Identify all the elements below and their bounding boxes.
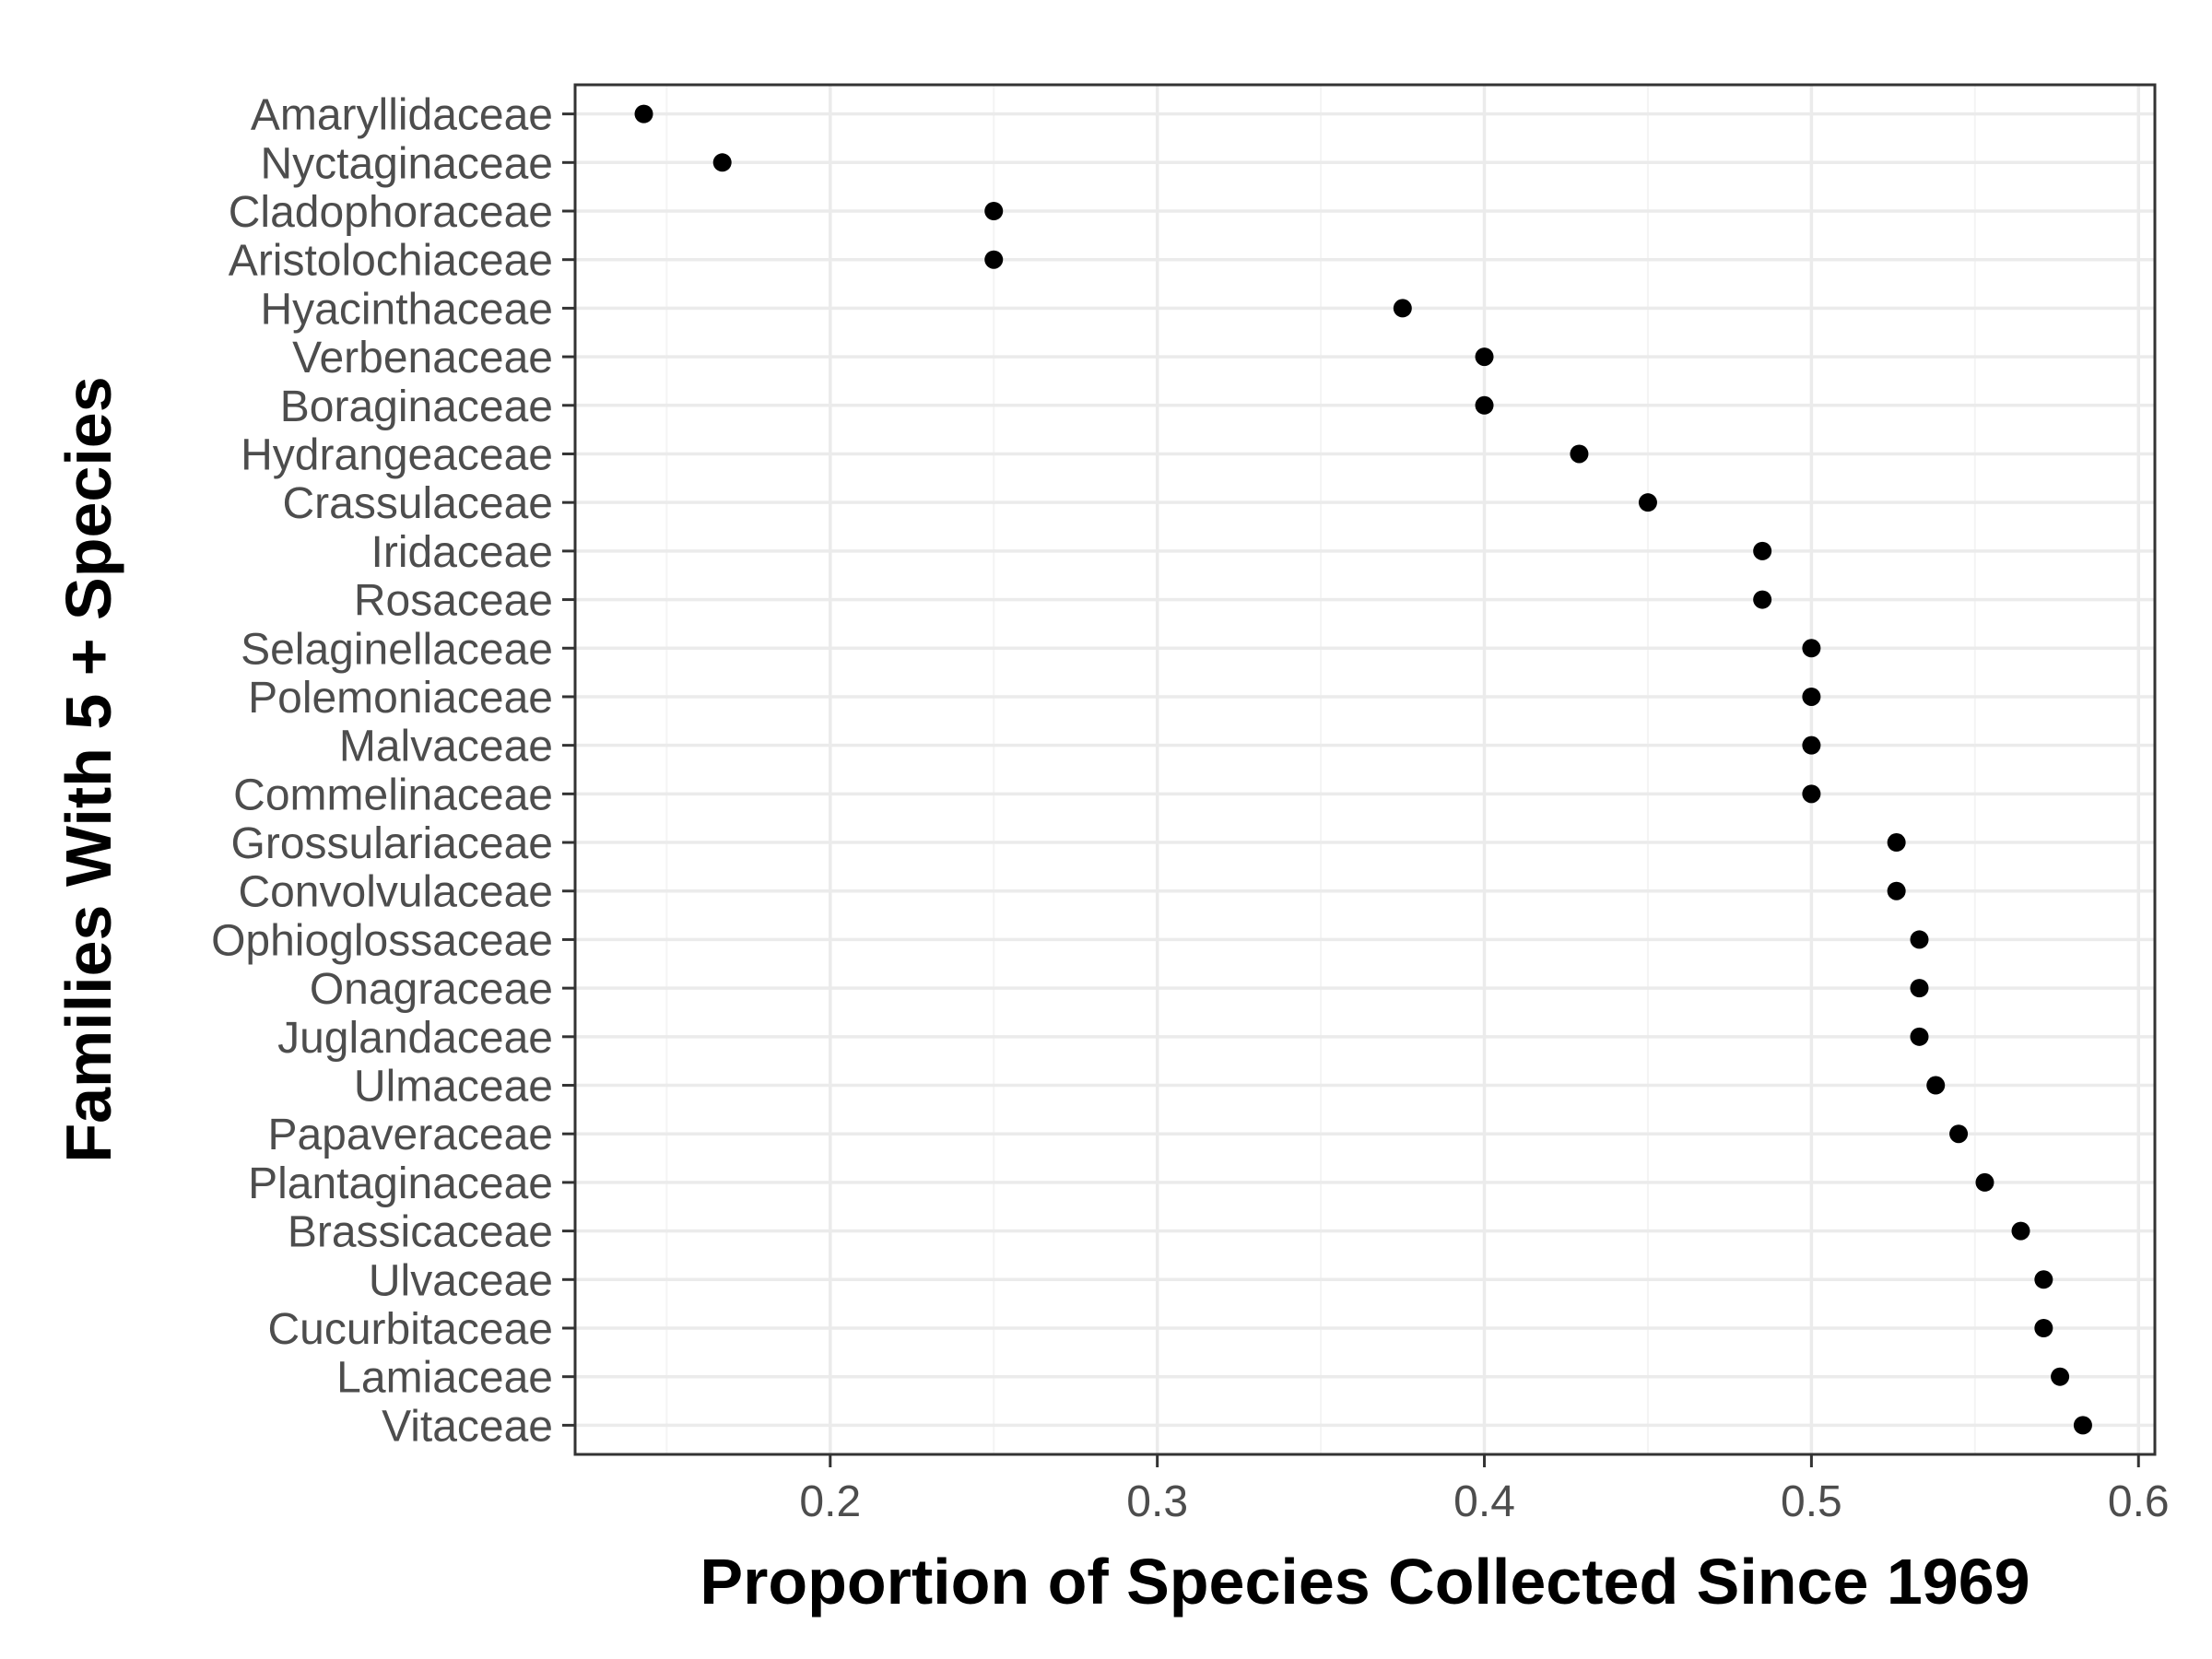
y-tick-label: Polemoniaceae [248,674,553,723]
y-tick-label: Iridaceae [371,528,553,577]
data-point [1910,1027,1929,1046]
data-point [1802,687,1821,706]
data-point [1975,1172,1994,1192]
y-tick-label: Ophioglossaceae [211,916,553,965]
y-tick-label: Ulvaceae [369,1256,553,1305]
data-point [1802,639,1821,658]
data-point [712,153,732,172]
data-point [1753,541,1772,560]
y-tick-label: Vitaceae [382,1402,553,1451]
x-tick-label: 0.6 [2108,1477,2170,1526]
data-point [1570,444,1589,464]
data-point [1887,833,1906,853]
y-tick-label: Hydrangeaceae [241,430,553,479]
y-tick-label: Ulmaceae [354,1063,553,1112]
y-tick-label: Cucurbitaceae [267,1305,553,1354]
data-point [1475,395,1494,415]
data-point [1887,881,1906,900]
data-point [1926,1076,1946,1095]
y-tick-label: Selaginellaceae [241,625,553,674]
y-tick-label: Grossulariaceae [231,819,554,868]
data-point [2034,1318,2053,1337]
y-tick-label: Malvaceae [339,723,553,771]
x-tick-label: 0.5 [1781,1477,1842,1526]
x-tick-label: 0.2 [799,1477,861,1526]
y-tick-label: Papaveraceae [267,1111,553,1159]
y-axis-title: Families With 5 + Species [53,376,124,1162]
data-point [634,104,653,124]
x-axis-title: Proportion of Species Collected Since 19… [700,1546,2030,1618]
x-tick-labels: 0.2 0.3 0.4 0.5 0.6 [799,1477,2169,1526]
y-tick-label: Cladophoraceae [229,188,553,237]
y-tick-label: Lamiaceae [336,1354,553,1403]
y-tick-label: Aristolochiaceae [229,237,553,286]
y-tick-labels: AmaryllidaceaeNyctaginaceaeCladophoracea… [211,91,553,1452]
y-tick-label: Boraginaceae [280,382,553,431]
data-point [1910,930,1929,949]
data-points [634,104,2092,1435]
grid-lines [575,85,2155,1454]
data-point [2073,1416,2092,1435]
y-tick-label: Convolvulaceae [238,868,553,917]
y-tick-label: Onagraceae [310,965,553,1014]
data-point [1638,493,1657,512]
data-point [1475,347,1494,367]
panel-border [573,83,2157,1456]
y-tick-label: Brassicaceae [288,1208,553,1257]
x-tick-label: 0.4 [1453,1477,1515,1526]
data-point [984,250,1004,269]
axis-ticks [562,112,2140,1467]
data-point [2034,1270,2053,1289]
y-tick-label: Rosaceae [354,577,553,626]
y-tick-label: Crassulaceae [283,479,553,528]
data-point [1910,979,1929,998]
y-tick-label: Amaryllidaceae [251,91,553,140]
data-point [984,202,1004,221]
y-tick-label: Nyctaginaceae [260,139,553,188]
data-point [1393,299,1412,318]
x-tick-label: 0.3 [1126,1477,1188,1526]
data-point [2051,1367,2070,1386]
y-tick-label: Verbenaceae [292,334,553,382]
data-point [1753,590,1772,609]
y-tick-label: Commelinaceae [233,771,553,819]
data-point [1949,1124,1969,1144]
data-point [2011,1221,2030,1241]
y-tick-label: Juglandaceae [277,1014,553,1063]
data-point [1802,735,1821,755]
data-point [1802,784,1821,804]
y-tick-label: Hyacinthaceae [260,285,553,334]
y-tick-label: Plantaginaceae [248,1159,553,1208]
